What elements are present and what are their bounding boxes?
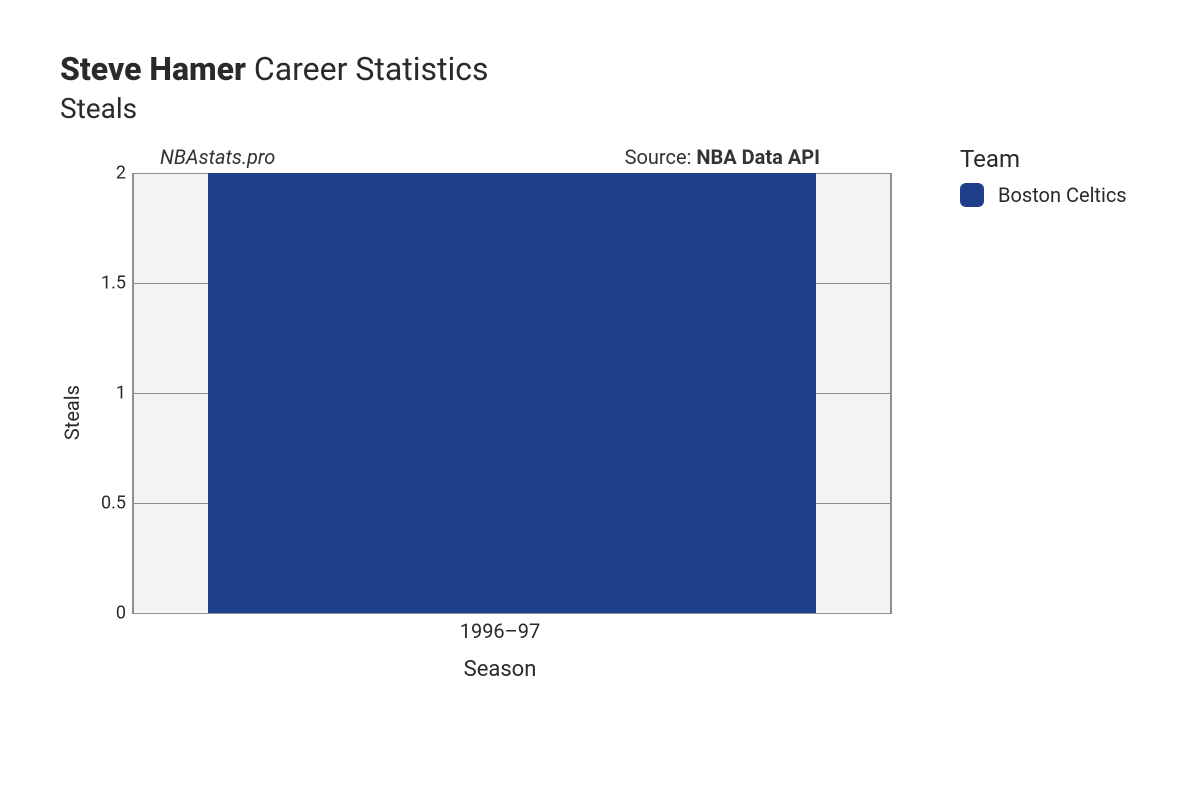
y-axis-title: Steals xyxy=(60,345,84,440)
x-axis-title: Season xyxy=(120,657,880,682)
y-ticks: 00.511.52 xyxy=(92,173,132,613)
source-name: NBA Data API xyxy=(696,145,820,169)
title-player-name: Steve Hamer xyxy=(60,50,246,88)
y-tick-label: 0.5 xyxy=(101,493,126,514)
watermark: NBAstats.pro xyxy=(160,145,275,169)
legend-title: Team xyxy=(960,145,1127,173)
source-attribution: Source: NBA Data API xyxy=(625,145,820,169)
chart-subtitle: Steals xyxy=(60,92,1160,125)
y-tick-label: 1.5 xyxy=(101,273,126,294)
axis-row: Steals 00.511.52 xyxy=(60,173,930,613)
chart-container: Steve Hamer Career Statistics Steals NBA… xyxy=(0,0,1200,722)
source-prefix: Source: xyxy=(625,145,697,169)
y-tick-label: 1 xyxy=(116,383,126,404)
top-annotations: NBAstats.pro Source: NBA Data API xyxy=(120,145,920,173)
title-suffix: Career Statistics xyxy=(246,50,489,88)
chart-zone: NBAstats.pro Source: NBA Data API Steals… xyxy=(60,145,930,682)
y-tick-label: 2 xyxy=(116,163,126,184)
bar xyxy=(208,173,816,613)
x-ticks: 1996–97 xyxy=(120,613,880,643)
legend-items: Boston Celtics xyxy=(960,183,1127,207)
legend-item: Boston Celtics xyxy=(960,183,1127,207)
chart-title: Steve Hamer Career Statistics xyxy=(60,50,1160,88)
plot-area xyxy=(132,173,892,613)
x-tick-label: 1996–97 xyxy=(460,619,541,643)
chart-wrap: NBAstats.pro Source: NBA Data API Steals… xyxy=(60,145,1160,682)
legend-swatch xyxy=(960,183,984,207)
legend: Team Boston Celtics xyxy=(960,145,1127,213)
legend-label: Boston Celtics xyxy=(998,183,1127,207)
